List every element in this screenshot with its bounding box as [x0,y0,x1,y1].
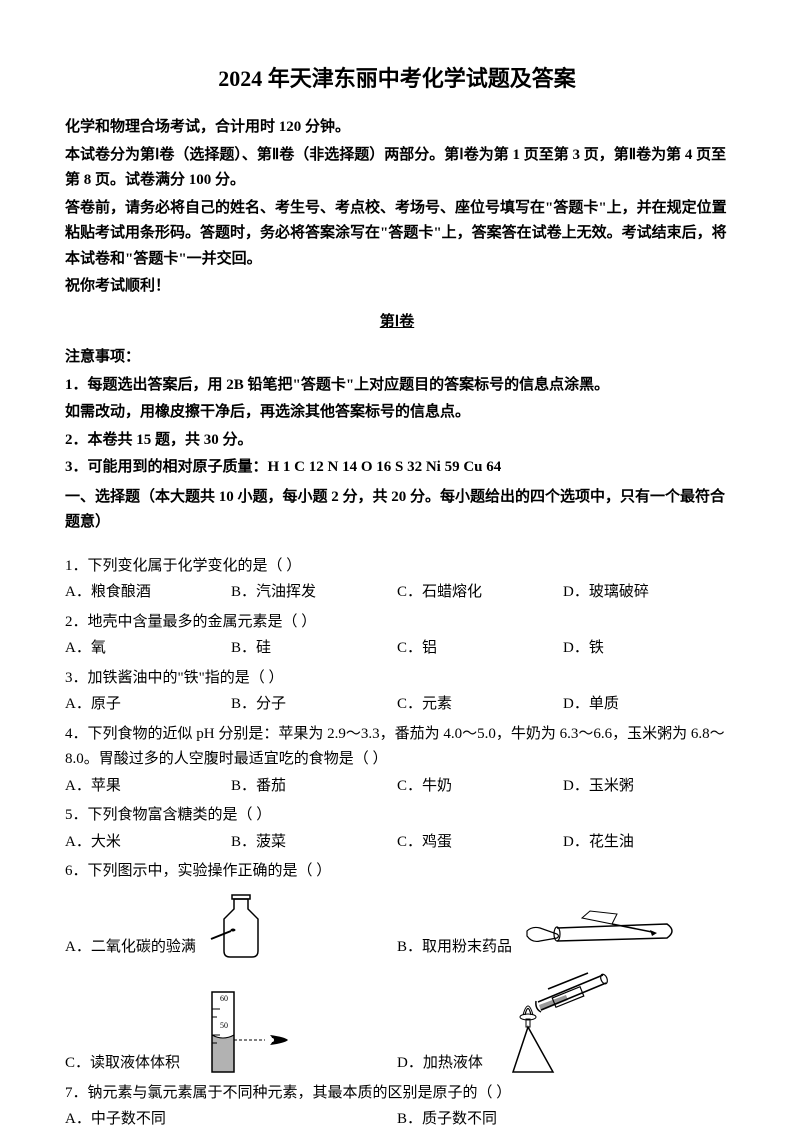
question-1: 1．下列变化属于化学变化的是（ ） A．粮食酿酒 B．汽油挥发 C．石蜡熔化 D… [65,554,729,606]
svg-text:50: 50 [220,1021,228,1030]
question-6: 6．下列图示中，实验操作正确的是（ ） A．二氧化碳的验满 B．取用粉末药品 [65,859,729,1077]
option-b: B．分子 [231,692,397,718]
option-a: A．大米 [65,830,231,856]
option-a: A．氧 [65,636,231,662]
part1-title: 第Ⅰ卷 [65,310,729,336]
option-b: B．质子数不同 [397,1107,729,1133]
option-a-label: A．二氧化碳的验满 [65,935,196,961]
question-3: 3．加铁酱油中的"铁"指的是（ ） A．原子 B．分子 C．元素 D．单质 [65,666,729,718]
question-text: 7．钠元素与氯元素属于不同种元素，其最本质的区别是原子的（ ） [65,1081,729,1107]
bottle-diagram-icon [206,891,276,961]
option-d: D．单质 [563,692,729,718]
option-d: D．铁 [563,636,729,662]
question-text: 5．下列食物富含糖类的是（ ） [65,803,729,829]
question-text: 3．加铁酱油中的"铁"指的是（ ） [65,666,729,692]
option-b: B．汽油挥发 [231,580,397,606]
question-text: 1．下列变化属于化学变化的是（ ） [65,554,729,580]
note-line: 3．可能用到的相对原子质量：H 1 C 12 N 14 O 16 S 32 Ni… [65,455,729,481]
option-a: A．苹果 [65,774,231,800]
question-5: 5．下列食物富含糖类的是（ ） A．大米 B．菠菜 C．鸡蛋 D．花生油 [65,803,729,855]
note-line: 2．本卷共 15 题，共 30 分。 [65,428,729,454]
option-b: B．番茄 [231,774,397,800]
question-text: 2．地壳中含量最多的金属元素是（ ） [65,610,729,636]
option-d: D．玻璃破碎 [563,580,729,606]
option-d: D．花生油 [563,830,729,856]
note-line: 如需改动，用橡皮擦干净后，再选涂其他答案标号的信息点。 [65,400,729,426]
page-title: 2024 年天津东丽中考化学试题及答案 [65,60,729,97]
option-a: A．原子 [65,692,231,718]
option-c: C．石蜡熔化 [397,580,563,606]
section1-header: 一、选择题（本大题共 10 小题，每小题 2 分，共 20 分。每小题给出的四个… [65,485,729,536]
graduated-cylinder-icon: 60 50 [190,987,300,1077]
option-b: B．菠菜 [231,830,397,856]
option-c-label: C．读取液体体积 [65,1051,180,1077]
notes-block: 注意事项： 1．每题选出答案后，用 2B 铅笔把"答题卡"上对应题目的答案标号的… [65,345,729,481]
instruction-line: 祝你考试顺利！ [65,274,729,300]
question-text: 6．下列图示中，实验操作正确的是（ ） [65,859,729,885]
test-tube-powder-icon [522,906,682,961]
question-text: 4．下列食物的近似 pH 分别是：苹果为 2.9～3.3，番茄为 4.0～5.0… [65,722,729,773]
question-2: 2．地壳中含量最多的金属元素是（ ） A．氧 B．硅 C．铝 D．铁 [65,610,729,662]
option-c: C．元素 [397,692,563,718]
instructions-block: 化学和物理合场考试，合计用时 120 分钟。 本试卷分为第Ⅰ卷（选择题）、第Ⅱ卷… [65,115,729,300]
option-c: C．鸡蛋 [397,830,563,856]
heating-liquid-icon [493,967,623,1077]
option-a: A．中子数不同 [65,1107,397,1133]
instruction-line: 化学和物理合场考试，合计用时 120 分钟。 [65,115,729,141]
option-d-label: D．加热液体 [397,1051,483,1077]
instruction-line: 答卷前，请务必将自己的姓名、考生号、考点校、考场号、座位号填写在"答题卡"上，并… [65,196,729,273]
notes-header: 注意事项： [65,345,729,371]
option-b-label: B．取用粉末药品 [397,935,512,961]
note-line: 1．每题选出答案后，用 2B 铅笔把"答题卡"上对应题目的答案标号的信息点涂黑。 [65,373,729,399]
option-a: A．粮食酿酒 [65,580,231,606]
option-c: C．牛奶 [397,774,563,800]
svg-text:60: 60 [220,994,228,1003]
instruction-line: 本试卷分为第Ⅰ卷（选择题）、第Ⅱ卷（非选择题）两部分。第Ⅰ卷为第 1 页至第 3… [65,143,729,194]
option-b: B．硅 [231,636,397,662]
option-d: D．玉米粥 [563,774,729,800]
question-7: 7．钠元素与氯元素属于不同种元素，其最本质的区别是原子的（ ） A．中子数不同 … [65,1081,729,1133]
option-c: C．铝 [397,636,563,662]
question-4: 4．下列食物的近似 pH 分别是：苹果为 2.9～3.3，番茄为 4.0～5.0… [65,722,729,800]
